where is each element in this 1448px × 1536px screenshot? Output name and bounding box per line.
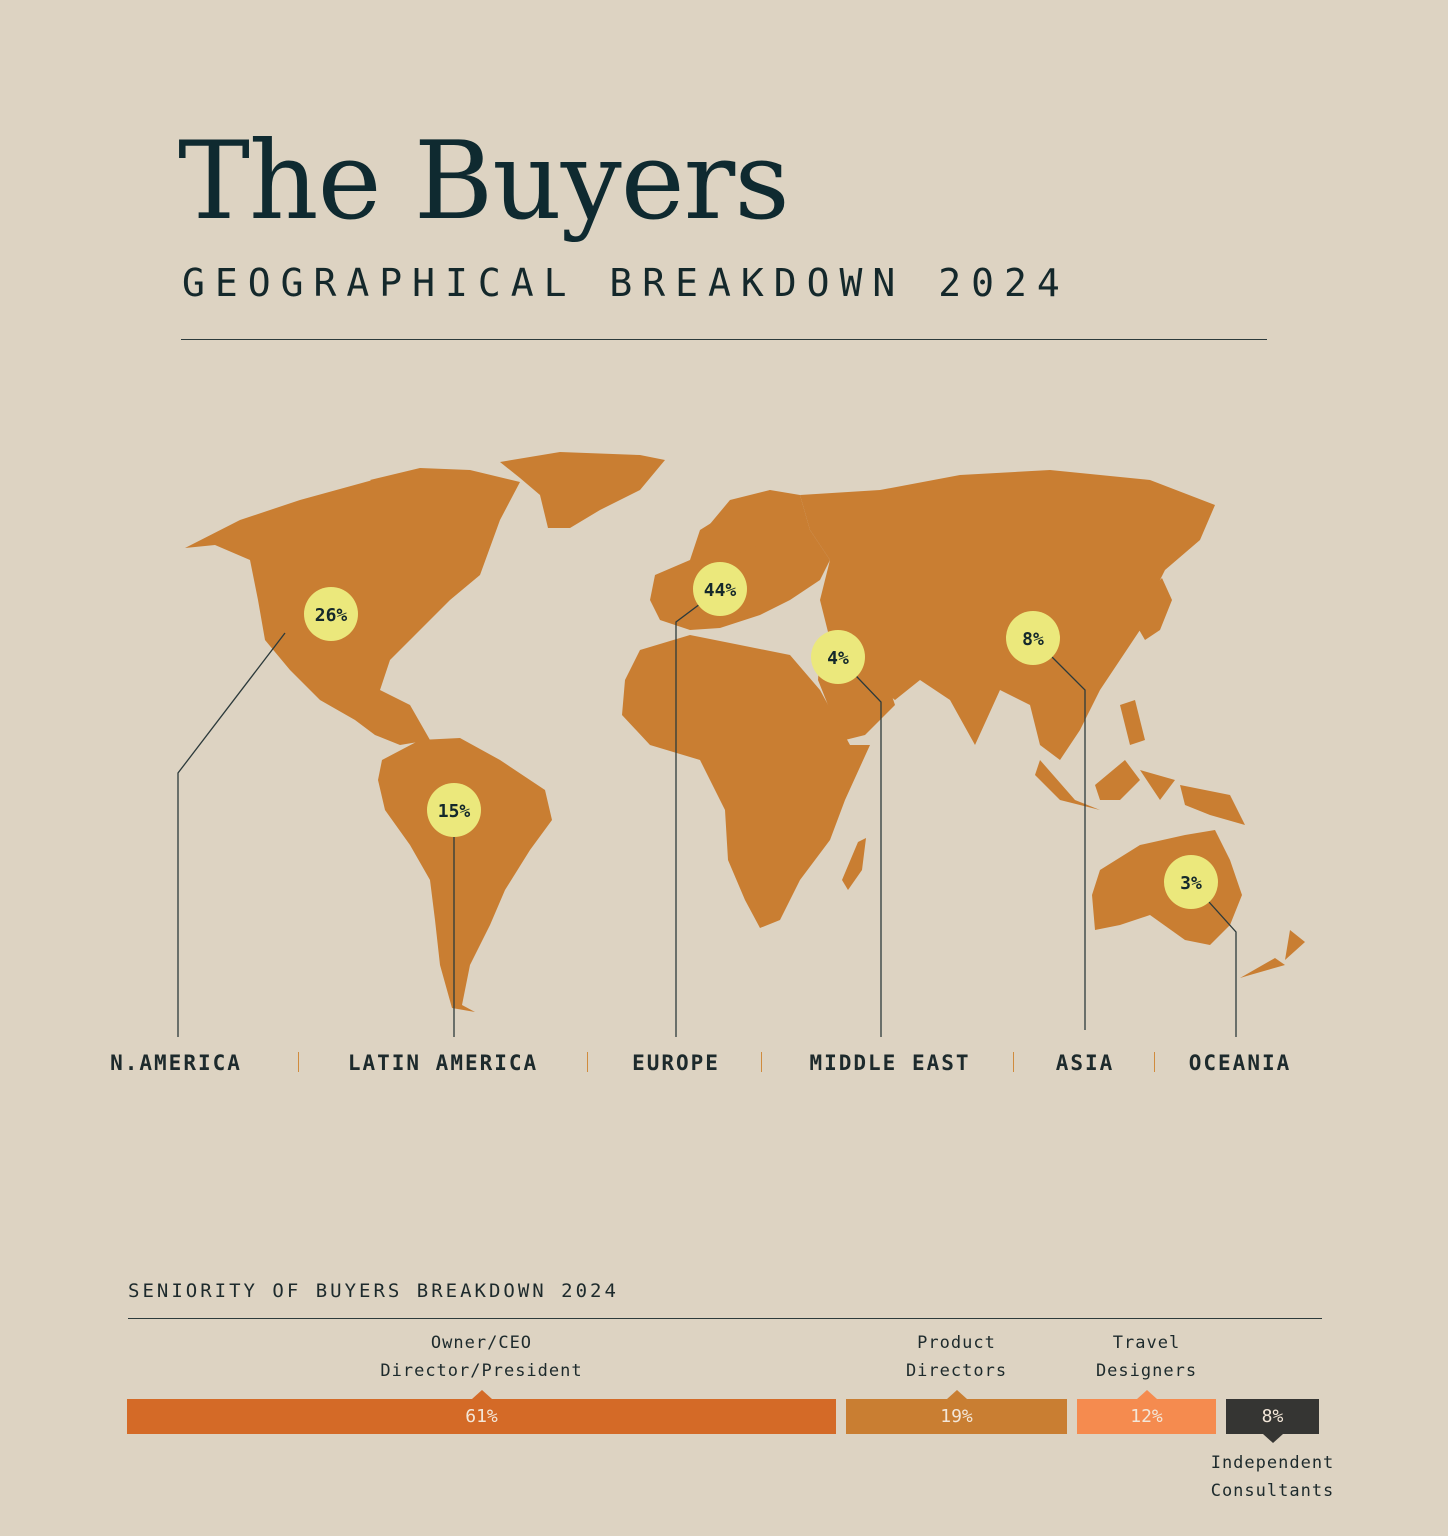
seniority-label-line: Directors (905, 1361, 1008, 1381)
region-label-europe: EUROPE (632, 1051, 720, 1075)
seniority-label: Product Directors (906, 1329, 1007, 1385)
seniority-segment: 19% (846, 1390, 1067, 1434)
region-separator (587, 1052, 588, 1072)
land-japan (1138, 578, 1172, 640)
region-label-asia: ASIA (1055, 1051, 1115, 1075)
region-label-middle-east: MIDDLE EAST (809, 1051, 971, 1075)
seniority-label-line: Product (917, 1333, 996, 1353)
seniority-label-line: Consultants (1210, 1481, 1335, 1501)
seniority-pointer (946, 1390, 967, 1399)
region-label-n-america: N.AMERICA (110, 1051, 242, 1075)
seniority-label-line: Travel (1112, 1333, 1181, 1353)
seniority-pointer (1262, 1434, 1283, 1443)
seniority-segment: 8% (1226, 1399, 1319, 1443)
value-bubbles: 26% 15% 44% 4% 8% 3% (304, 562, 1218, 909)
seniority-pointer (1136, 1390, 1157, 1399)
seniority-label: Owner/CEO Director/President (380, 1329, 582, 1385)
value-label: 44% (704, 580, 737, 601)
seniority-pointer (471, 1390, 492, 1399)
seniority-segment: 12% (1077, 1390, 1216, 1434)
value-label: 8% (1022, 629, 1044, 650)
land-africa (622, 635, 870, 928)
value-bubble-latin-america (427, 783, 481, 837)
value-bubble-n-america (304, 587, 358, 641)
region-separator (1154, 1052, 1155, 1072)
value-label: 26% (315, 605, 348, 626)
land-arctic-islands (370, 468, 470, 495)
page-title: The Buyers (178, 119, 790, 244)
land-new-zealand (1240, 930, 1305, 978)
title-divider (181, 339, 1267, 340)
seniority-label: Travel Designers (1096, 1329, 1197, 1385)
seniority-value: 61% (465, 1406, 498, 1427)
seniority-label-line: Independent (1210, 1453, 1335, 1473)
seniority-label-line: Director/President (380, 1361, 583, 1381)
region-separator (761, 1052, 762, 1072)
seniority-label: Independent Consultants (1211, 1449, 1335, 1505)
value-label: 15% (438, 801, 471, 822)
land-madagascar (842, 838, 866, 890)
seniority-label-line: Designers (1095, 1361, 1198, 1381)
page-subtitle: GEOGRAPHICAL BREAKDOWN 2024 (182, 261, 1070, 305)
land-asia (800, 470, 1215, 760)
seniority-divider (128, 1318, 1322, 1319)
land-greenland (500, 452, 665, 528)
region-label-latin-america: LATIN AMERICA (347, 1051, 539, 1075)
seniority-segment: 61% (127, 1390, 836, 1434)
world-map: 26% 15% 44% 4% 8% 3% (177, 452, 1305, 1037)
seniority-value: 8% (1261, 1406, 1284, 1427)
value-bubble-oceania (1164, 855, 1218, 909)
region-label-oceania: OCEANIA (1188, 1051, 1292, 1075)
land-masses (185, 452, 1305, 1012)
value-bubble-middle-east (811, 630, 865, 684)
value-label: 4% (827, 648, 849, 669)
land-scandinavia (705, 490, 780, 555)
value-label: 3% (1180, 873, 1202, 894)
seniority-title: SENIORITY OF BUYERS BREAKDOWN 2024 (128, 1280, 619, 1302)
region-separator (298, 1052, 299, 1072)
land-south-america (378, 738, 552, 1012)
seniority-value: 19% (940, 1406, 973, 1427)
value-bubble-asia (1006, 611, 1060, 665)
land-philippines (1120, 700, 1145, 745)
region-separator (1013, 1052, 1014, 1072)
value-bubble-europe (693, 562, 747, 616)
land-indonesia (1035, 760, 1245, 825)
seniority-value: 12% (1130, 1406, 1163, 1427)
leader-n-america (177, 632, 286, 1037)
seniority-label-line: Owner/CEO (430, 1333, 533, 1353)
